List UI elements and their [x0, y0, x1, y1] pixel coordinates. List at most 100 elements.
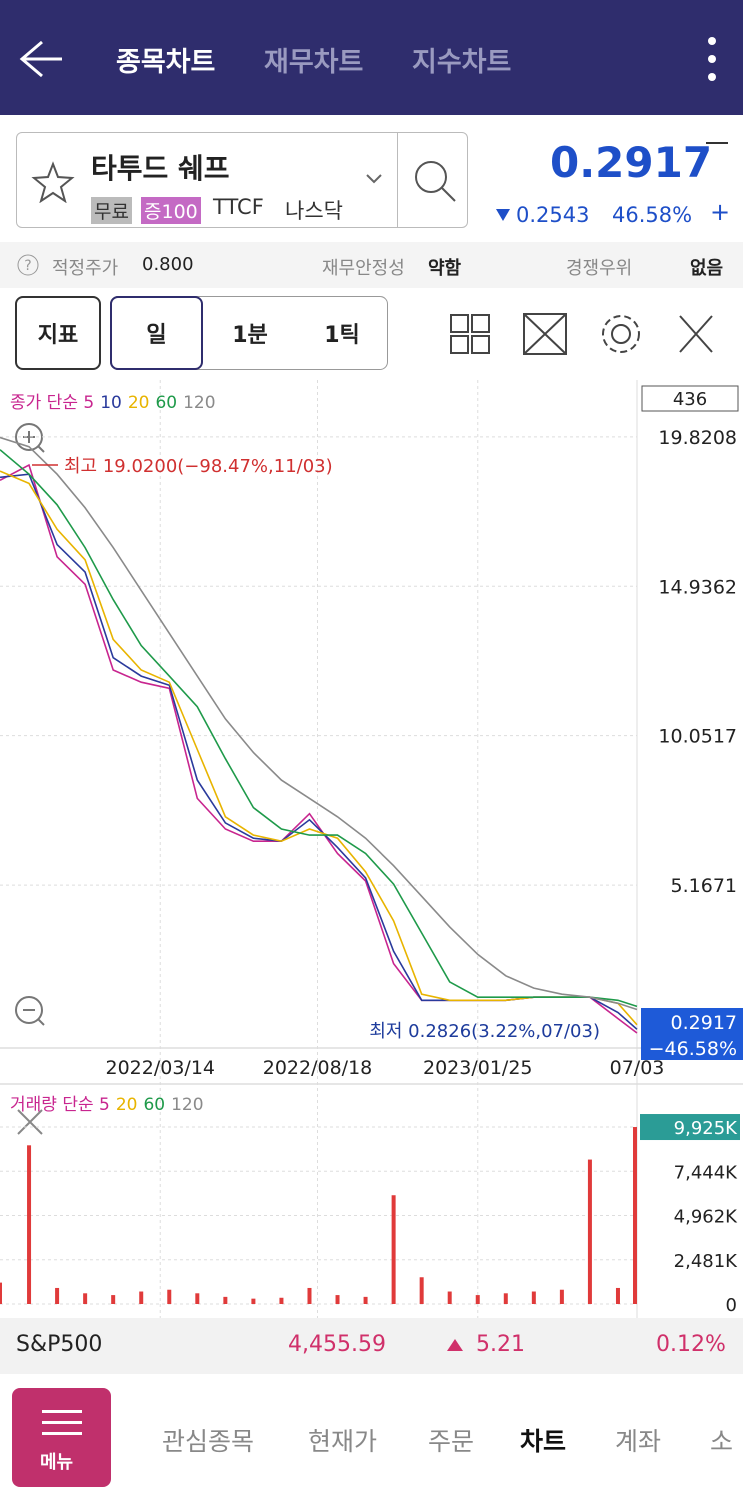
toolbar-icons[interactable]: [440, 308, 730, 360]
help-icon[interactable]: ?: [16, 253, 40, 277]
index-row: S&P500 4,455.59 5.21 0.12%: [0, 1318, 743, 1374]
volume-bar: [447, 1291, 452, 1304]
tab[interactable]: 지수차트: [412, 47, 512, 78]
nav-item[interactable]: 차트: [520, 1427, 567, 1456]
legend-item: 10: [100, 393, 122, 413]
nav-item[interactable]: 소: [710, 1427, 734, 1456]
legend-item: 거래량 단순 5: [10, 1095, 110, 1115]
volume-bar: [0, 1282, 2, 1304]
legend-item: 120: [183, 393, 215, 413]
volume-bar: [531, 1291, 536, 1304]
index-name: S&P500: [16, 1332, 103, 1357]
count-box: [641, 385, 739, 412]
close-icon[interactable]: [17, 1109, 43, 1135]
down-arrow: [496, 209, 510, 221]
legend-item: 60: [143, 1095, 165, 1115]
volume-bar: [27, 1145, 32, 1304]
date-axis: [0, 1049, 743, 1083]
value: 약함: [428, 258, 462, 279]
nav-item[interactable]: 관심종목: [162, 1427, 255, 1456]
ma-line: [0, 473, 638, 1030]
volume-bar: [363, 1296, 368, 1304]
volume-bar: [139, 1291, 144, 1304]
up-arrow: [447, 1339, 463, 1351]
last-price-box: [641, 1008, 743, 1060]
price: 0.2917: [550, 138, 713, 187]
change: 0.2543: [516, 203, 590, 227]
y-tick-label: 0: [726, 1295, 737, 1316]
tag: 증100: [141, 197, 201, 224]
legend-item: 종가 단순 5: [10, 393, 94, 413]
x-tick-label: 2023/01/25: [423, 1057, 533, 1079]
tag: 무료: [91, 197, 132, 224]
info-row: ? 적정주가 0.800 재무안정성 약함 경쟁우위 없음: [0, 242, 743, 288]
nav-item[interactable]: 계좌: [615, 1427, 662, 1456]
x-tick-label: 2022/03/14: [105, 1057, 215, 1079]
visible-count: 436: [673, 389, 707, 410]
y-tick-label: 7,444K: [674, 1162, 739, 1183]
top-tick-box: [640, 1114, 740, 1141]
favorite-icon[interactable]: [31, 161, 75, 203]
dropdown[interactable]: [365, 173, 383, 185]
zoom-icons[interactable]: [15, 423, 45, 1026]
index-change: 5.21: [476, 1332, 525, 1357]
index-pct: 0.12%: [656, 1332, 726, 1357]
volume-bar: [111, 1295, 116, 1304]
legend-item: 60: [155, 393, 177, 413]
dash: [706, 142, 728, 144]
volume-bar: [559, 1289, 564, 1304]
volume-bar: [55, 1287, 60, 1304]
volume-bar: [419, 1277, 424, 1304]
ma-line: [0, 449, 638, 1008]
y-tick-label: 2,481K: [674, 1251, 739, 1272]
value: 0.800: [142, 254, 194, 275]
search-button[interactable]: [411, 157, 461, 205]
more-button[interactable]: [700, 36, 724, 82]
last-change: −46.58%: [649, 1038, 737, 1060]
y-tick-label: 5.1671: [671, 875, 737, 897]
tab[interactable]: 재무차트: [264, 47, 364, 78]
volume-bar: [587, 1159, 592, 1304]
stock-name: 타투드 쉐프: [91, 152, 230, 185]
indicator-button[interactable]: 지표: [15, 296, 101, 370]
label: 적정주가: [52, 258, 119, 279]
nav-item[interactable]: 현재가: [308, 1427, 378, 1456]
header: 종목차트 재무차트 지수차트: [0, 0, 743, 115]
volume-bar: [195, 1293, 200, 1304]
period-button[interactable]: 1분: [232, 323, 268, 348]
legend-item: 20: [116, 1095, 138, 1115]
volume-bar: [475, 1295, 480, 1304]
volume-bar: [307, 1287, 312, 1304]
x-tick-label: 07/03: [610, 1057, 665, 1079]
volume-bar: [391, 1195, 396, 1304]
volume-bar: [223, 1296, 228, 1304]
plus[interactable]: +: [710, 198, 731, 226]
min-annotation: 최저 0.2826(3.22%,07/03): [369, 1021, 600, 1042]
x-tick-label: 2022/08/18: [263, 1057, 373, 1079]
charts: 436 19.8208 14.9362 10.0517 5.1671 2022/03/1…: [0, 380, 743, 1318]
market: 나스닥: [285, 199, 343, 223]
back-button[interactable]: [18, 38, 64, 80]
divider: [397, 133, 398, 227]
legend-item: 120: [171, 1095, 203, 1115]
menu-button[interactable]: 메뉴: [12, 1388, 111, 1487]
period-button[interactable]: 일: [110, 296, 203, 370]
ticker: TTCF: [213, 195, 264, 219]
menu-icon: [42, 1410, 82, 1413]
volume-bar: [633, 1127, 637, 1304]
y-tick-label: 10.0517: [658, 726, 737, 748]
svg-text:?: ?: [24, 258, 31, 274]
volume-bar: [251, 1298, 256, 1304]
tab[interactable]: 종목차트: [116, 47, 216, 78]
period-button[interactable]: 1틱: [324, 323, 360, 348]
change-pct: 46.58%: [612, 203, 693, 227]
nav-item[interactable]: 주문: [428, 1427, 475, 1456]
legend-item: 20: [128, 393, 150, 413]
y-tick-label: 9,925K: [674, 1118, 739, 1139]
label: 재무안정성: [322, 258, 405, 279]
value: 없음: [690, 258, 724, 279]
y-tick-label: 19.8208: [658, 427, 737, 449]
stock-box[interactable]: 타투드 쉐프 무료 증100 TTCF 나스닥: [16, 132, 468, 228]
volume-bar: [167, 1289, 172, 1304]
